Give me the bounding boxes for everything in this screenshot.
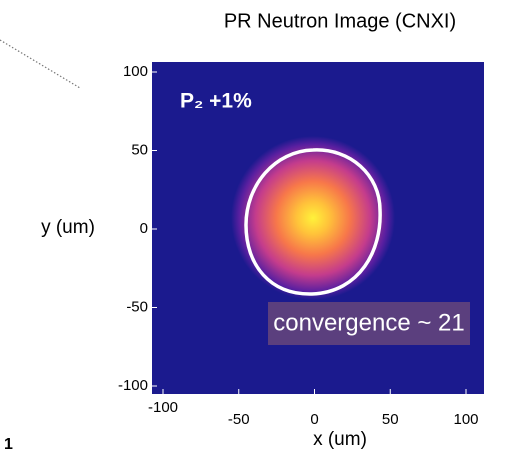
x-tick-label: -100 (148, 399, 178, 416)
y-tick-label: 100 (123, 63, 148, 80)
y-tick-label: -100 (118, 377, 148, 394)
y-tick-label: 50 (131, 141, 148, 158)
annotation: convergence ~ 21 (273, 309, 464, 336)
x-tick-label: -50 (228, 411, 250, 428)
chart: PR Neutron Image (CNXI) P₂ +1% convergen… (0, 0, 514, 457)
x-tick-label: 0 (310, 411, 318, 428)
y-tick-label: -50 (126, 298, 148, 315)
connector (0, 40, 80, 88)
chart-title: PR Neutron Image (CNXI) (224, 10, 456, 32)
y-tick-label: 0 (140, 220, 148, 237)
x-axis-label: x (um) (313, 429, 367, 450)
x-tick-label: 50 (382, 411, 399, 428)
x-tick-label: 100 (453, 411, 478, 428)
edge-label: 1 (4, 436, 13, 453)
annotation: P₂ +1% (180, 90, 252, 113)
y-axis-label: y (um) (41, 217, 95, 238)
